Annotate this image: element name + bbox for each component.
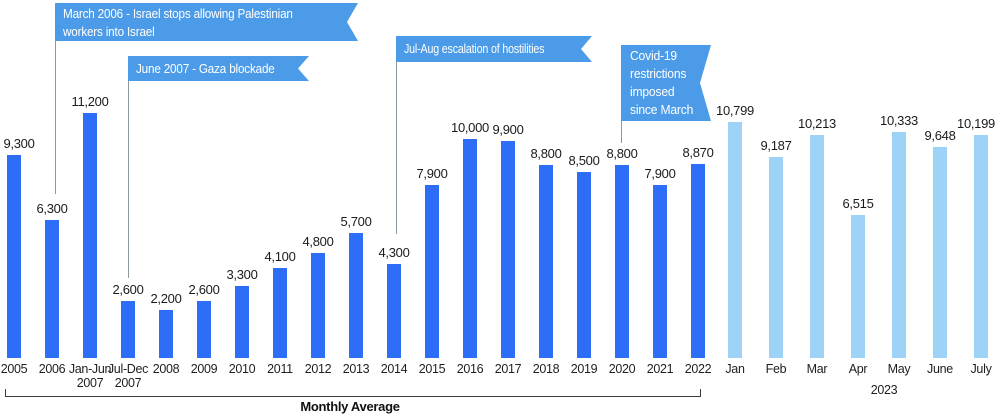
bar-value-label: 4,300: [378, 245, 410, 260]
bar-jan: [728, 122, 742, 358]
bar-2018: [539, 165, 553, 358]
bar-2017: [501, 141, 515, 358]
x-tick-label: 2005: [0, 362, 28, 376]
x-tick-label: 2006: [38, 362, 66, 376]
x-tick-label: 2020: [608, 362, 636, 376]
bar-2015: [425, 185, 439, 358]
bar-2013: [349, 233, 363, 358]
bar-may: [892, 132, 906, 358]
bar-2012: [311, 253, 325, 358]
x-tick-label: 2016: [456, 362, 484, 376]
bar-2022: [691, 164, 705, 358]
x-tick-label: Mar: [806, 362, 828, 376]
annotation-leader-line-jul-dec-2007: [128, 80, 129, 278]
bar-value-label: 7,900: [644, 166, 676, 181]
x-tick-label: May: [887, 362, 911, 376]
bar-value-label: 11,200: [71, 94, 109, 109]
bar-value-label: 2,600: [188, 282, 220, 297]
annotation-leader-line-2020: [621, 120, 622, 143]
bar-jan-jun-2007: [83, 113, 97, 358]
bar-value-label: 6,300: [36, 201, 68, 216]
annotation-leader-line-2014: [396, 60, 397, 234]
bar-value-label: 10,213: [798, 116, 836, 131]
annotation-leader-line-2006: [55, 40, 56, 194]
bar-value-label: 8,800: [530, 146, 562, 161]
annotation-text: June 2007 - Gaza blockade: [136, 61, 275, 76]
bar-value-label: 10,799: [716, 103, 754, 118]
x-tick-label: 2009: [190, 362, 218, 376]
bar-2005: [7, 155, 21, 358]
bar-apr: [851, 215, 865, 358]
bar-value-label: 9,300: [3, 136, 35, 151]
bar-2016: [463, 139, 477, 358]
annotation-text: Covid-19 restrictions imposed since Marc…: [630, 48, 694, 117]
bar-value-label: 9,900: [492, 122, 524, 137]
x-tick-label: Apr: [848, 362, 868, 376]
bar-mar: [810, 135, 824, 358]
bar-value-label: 8,800: [606, 146, 638, 161]
bar-value-label: 10,000: [451, 120, 489, 135]
bar-value-label: 2,600: [112, 282, 144, 297]
annotation-banner-jul-aug: Jul-Aug escalation of hostilities: [396, 36, 592, 62]
bar-2011: [273, 268, 287, 358]
annotation-banner-june-2007: June 2007 - Gaza blockade: [128, 56, 309, 81]
x-tick-label: 2012: [304, 362, 332, 376]
bar-value-label: 6,515: [842, 196, 874, 211]
bar-2006: [45, 220, 59, 358]
x-tick-label: 2019: [570, 362, 598, 376]
annotation-banner-covid-19: Covid-19 restrictions imposed since Marc…: [621, 45, 711, 121]
annotation-text: March 2006 - Israel stops allowing Pales…: [63, 6, 293, 39]
x-tick-label: 2013: [342, 362, 370, 376]
bar-value-label: 8,870: [682, 145, 714, 160]
bar-july: [974, 135, 988, 358]
x-tick-label: 2022: [684, 362, 712, 376]
bar-2021: [653, 185, 667, 358]
annotation-text: Jul-Aug escalation of hostilities: [404, 41, 545, 56]
x-tick-label: 2014: [380, 362, 408, 376]
x-tick-label: 2015: [418, 362, 446, 376]
x-tick-label: June: [927, 362, 953, 376]
bar-value-label: 9,187: [760, 138, 792, 153]
x-tick-label: 2010: [228, 362, 256, 376]
x-tick-label: 2021: [646, 362, 674, 376]
bar-value-label: 4,100: [264, 249, 296, 264]
bar-value-label: 3,300: [226, 267, 258, 282]
bar-value-label: 10,199: [957, 116, 995, 131]
bar-feb: [769, 157, 783, 358]
bar-value-label: 5,700: [340, 214, 372, 229]
bar-2010: [235, 286, 249, 358]
bar-2020: [615, 165, 629, 358]
bar-value-label: 10,333: [880, 113, 918, 128]
bar-2014: [387, 264, 401, 358]
x-tick-label: Feb: [765, 362, 787, 376]
x-tick-label: 2008: [152, 362, 180, 376]
bar-june: [933, 147, 947, 358]
x-tick-label: 2018: [532, 362, 560, 376]
x-tick-label: 2011: [267, 362, 293, 376]
bar-value-label: 2,200: [150, 291, 182, 306]
x-tick-label: July: [970, 362, 992, 376]
bar-2009: [197, 301, 211, 358]
bar-2008: [159, 310, 173, 358]
monthly-average-bracket: [5, 389, 701, 397]
x-tick-label: 2017: [494, 362, 522, 376]
x-tick-sublabel: 2007: [114, 376, 142, 390]
x-tick-label: Jan: [725, 362, 745, 376]
x-tick-label: Jan-Jun: [68, 362, 112, 376]
bar-value-label: 9,648: [924, 128, 956, 143]
monthly-average-label: Monthly Average: [300, 399, 400, 414]
bar-jul-dec-2007: [121, 301, 135, 358]
x-tick-label: Jul-Dec: [107, 362, 149, 376]
annotation-banner-march-2006: March 2006 - Israel stops allowing Pales…: [55, 3, 358, 41]
year-2023-label: 2023: [870, 383, 898, 397]
x-tick-sublabel: 2007: [76, 376, 104, 390]
bar-value-label: 7,900: [416, 166, 448, 181]
bar-value-label: 4,800: [302, 234, 334, 249]
bar-value-label: 8,500: [568, 153, 600, 168]
bar-2019: [577, 172, 591, 358]
